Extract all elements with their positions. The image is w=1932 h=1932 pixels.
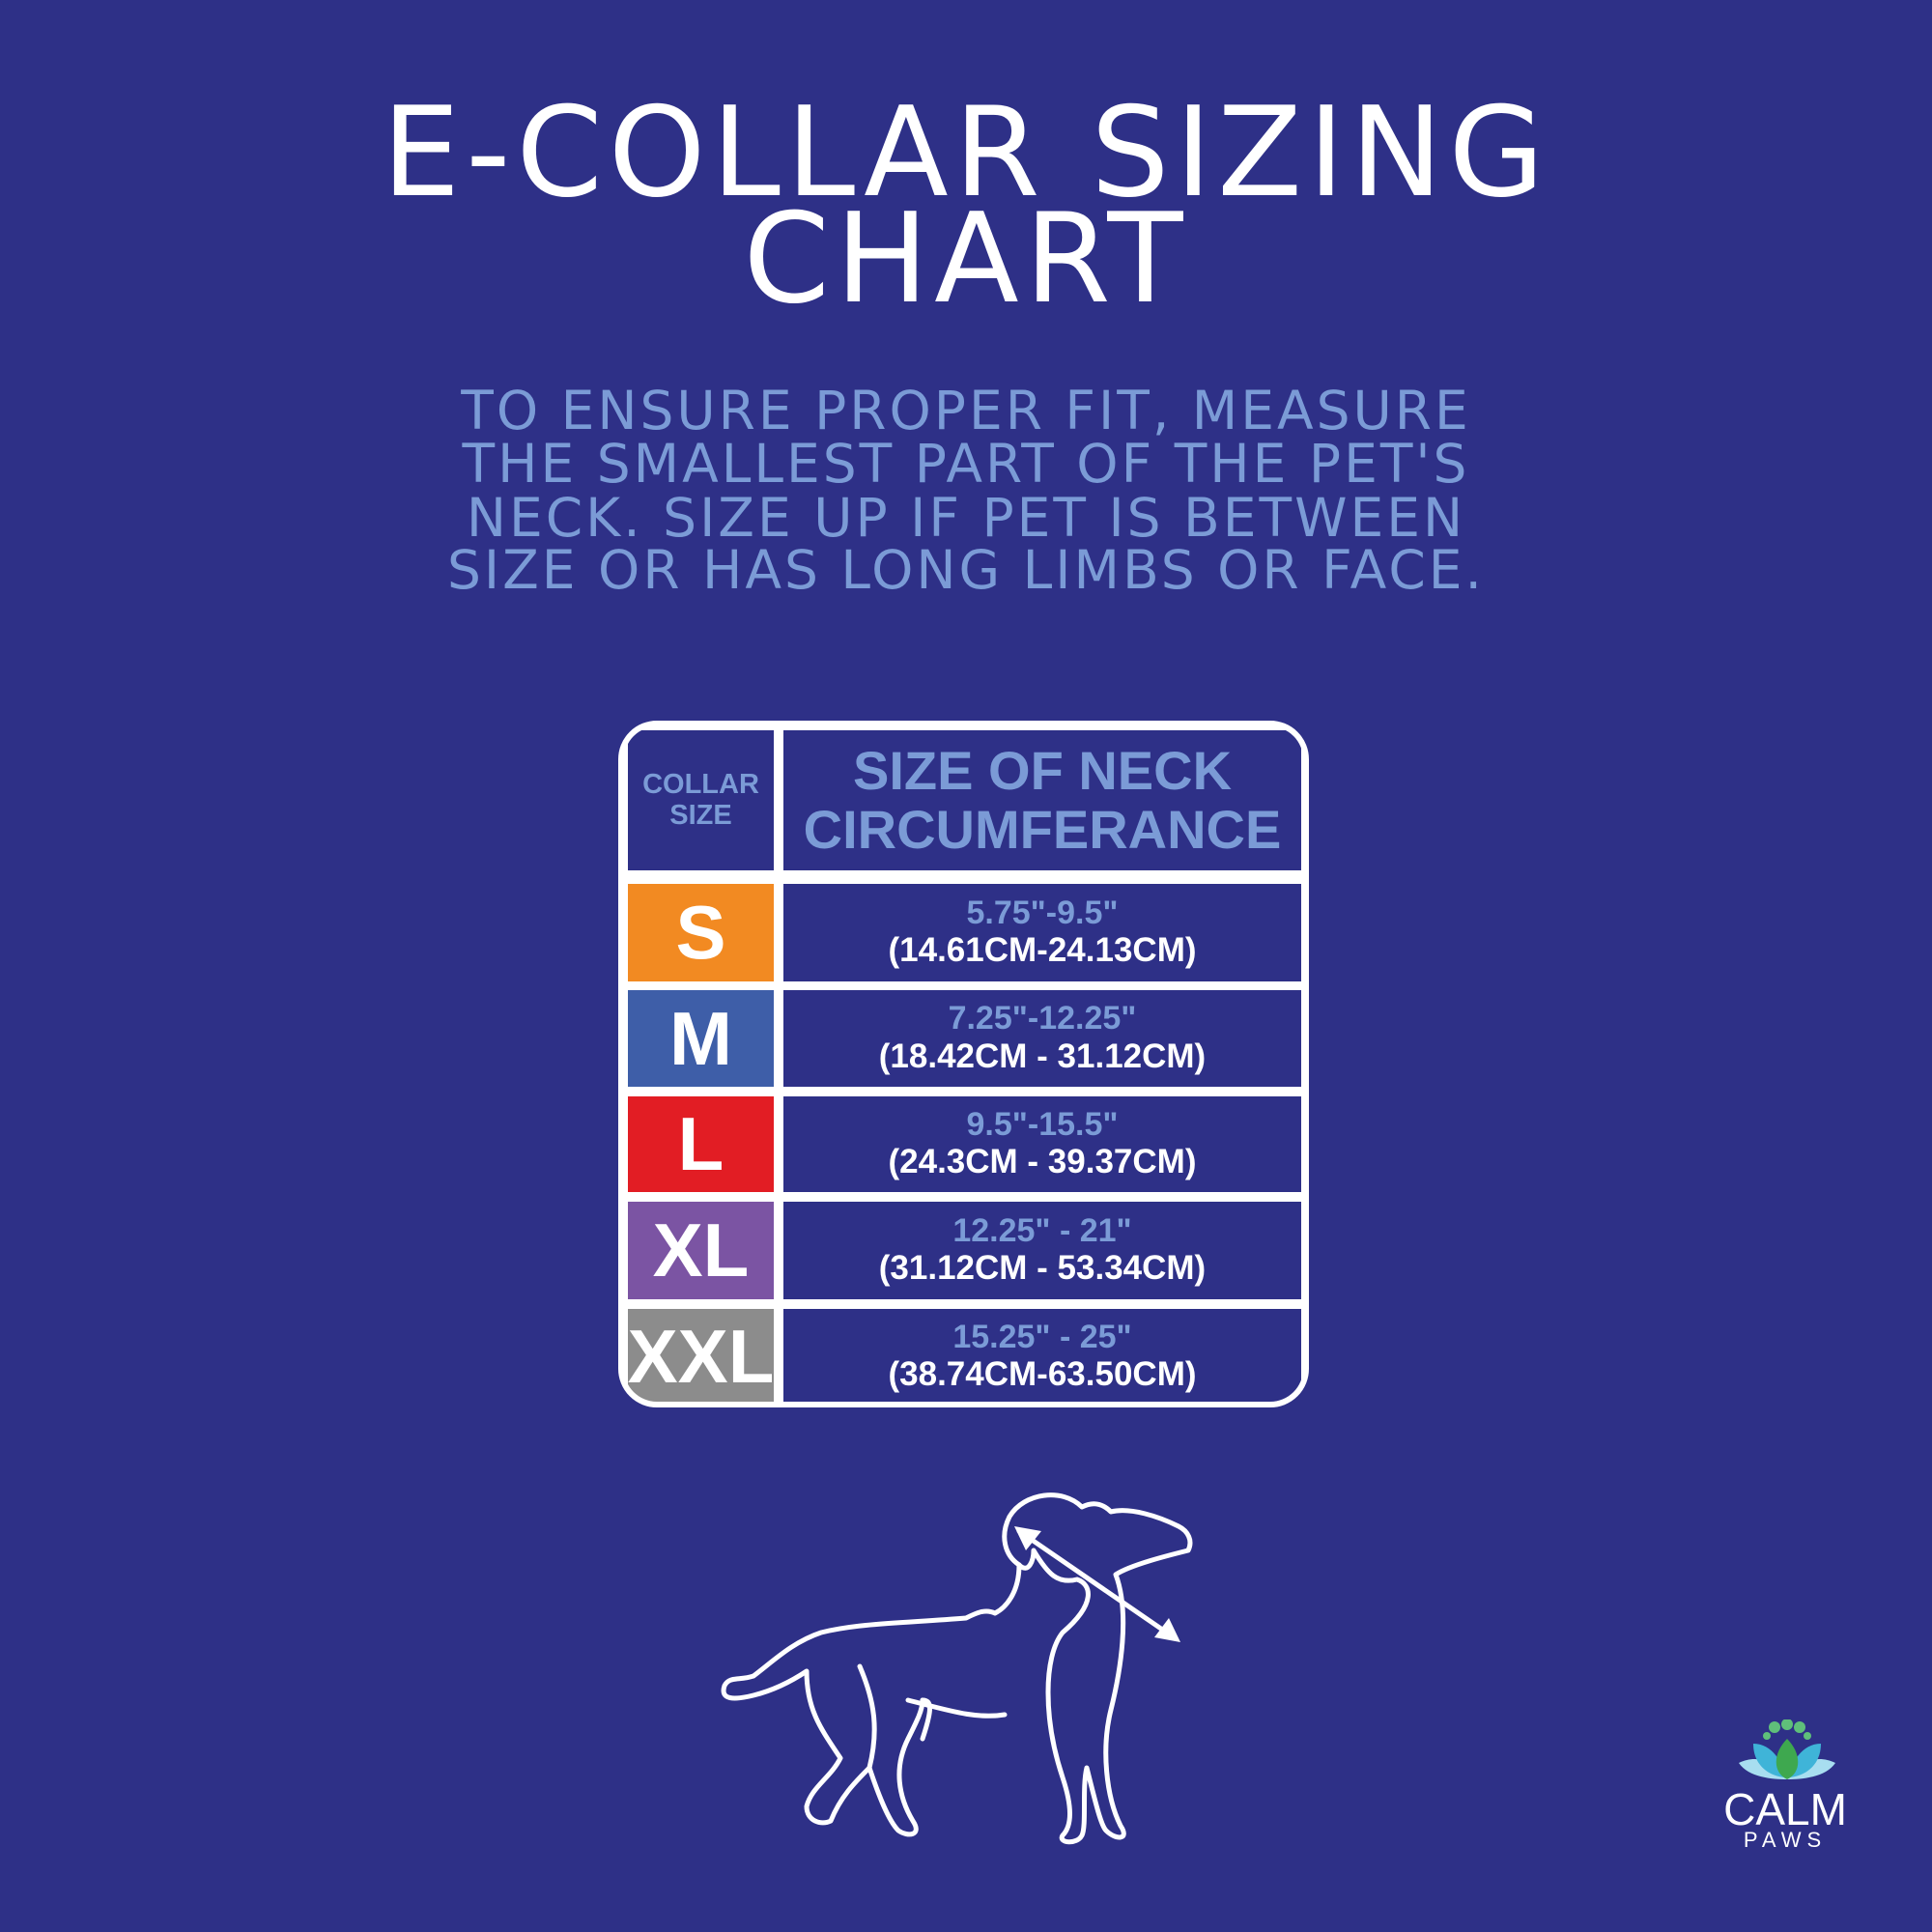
instruction-line-2: THE SMALLEST PART OF THE PET'S xyxy=(462,433,1470,495)
sizing-table: COLLAR SIZE SIZE OF NECK CIRCUMFERANCE S… xyxy=(618,721,1309,1407)
logo-paws: PAWS xyxy=(1743,1828,1828,1852)
range-cm: (14.61CM-24.13CM) xyxy=(888,931,1197,970)
range-cm: (38.74CM-63.50CM) xyxy=(888,1355,1197,1394)
instruction-line-1: TO ENSURE PROPER FIT, MEASURE xyxy=(461,380,1471,441)
neck-range-cell: 15.25" - 25" (38.74CM-63.50CM) xyxy=(783,1309,1301,1402)
neck-range-cell: 9.5"-15.5" (24.3CM - 39.37CM) xyxy=(783,1096,1301,1192)
range-inches: 12.25" - 21" xyxy=(952,1211,1132,1249)
range-inches: 7.25"-12.25" xyxy=(948,1000,1137,1037)
size-label: S xyxy=(675,890,726,975)
size-cell-m: M xyxy=(628,990,774,1087)
neck-range-cell: 12.25" - 21" (31.12CM - 53.34CM) xyxy=(783,1202,1301,1299)
header-collar-size: COLLAR SIZE xyxy=(628,730,774,870)
header-neck-size: SIZE OF NECK CIRCUMFERANCE xyxy=(783,730,1301,870)
header-label: SIZE xyxy=(669,799,732,831)
size-cell-xl: XL xyxy=(628,1202,774,1299)
range-cm: (18.42CM - 31.12CM) xyxy=(878,1037,1207,1075)
instruction-line-3: NECK. SIZE UP IF PET IS BETWEEN xyxy=(466,487,1466,549)
size-label: M xyxy=(669,995,732,1081)
title-line-1: E-COLLAR SIZING xyxy=(382,81,1550,225)
range-inches: 9.5"-15.5" xyxy=(966,1105,1119,1143)
size-label: L xyxy=(677,1101,724,1186)
size-cell-s: S xyxy=(628,884,774,981)
logo-calm: CALM xyxy=(1723,1784,1847,1834)
dog-neck-measurement-icon xyxy=(721,1492,1193,1845)
size-label: XXL xyxy=(627,1314,775,1399)
range-cm: (31.12CM - 53.34CM) xyxy=(878,1249,1207,1288)
range-inches: 15.25" - 25" xyxy=(952,1318,1132,1355)
lotus-paw-icon xyxy=(1739,1719,1835,1779)
neck-range-cell: 7.25"-12.25" (18.42CM - 31.12CM) xyxy=(783,990,1301,1087)
title-line-2: CHART xyxy=(743,187,1189,331)
instruction-line-4: SIZE OR HAS LONG LIMBS OR FACE. xyxy=(447,539,1485,601)
header-label: CIRCUMFERANCE xyxy=(803,798,1282,860)
size-cell-l: L xyxy=(628,1096,774,1192)
range-cm: (24.3CM - 39.37CM) xyxy=(888,1143,1197,1181)
size-label: XL xyxy=(652,1208,750,1293)
header-label: SIZE OF NECK xyxy=(852,740,1233,802)
size-cell-xxl: XXL xyxy=(627,1309,775,1402)
header-label: COLLAR xyxy=(642,768,759,800)
neck-range-cell: 5.75"-9.5" (14.61CM-24.13CM) xyxy=(783,884,1301,981)
range-inches: 5.75"-9.5" xyxy=(966,894,1119,931)
